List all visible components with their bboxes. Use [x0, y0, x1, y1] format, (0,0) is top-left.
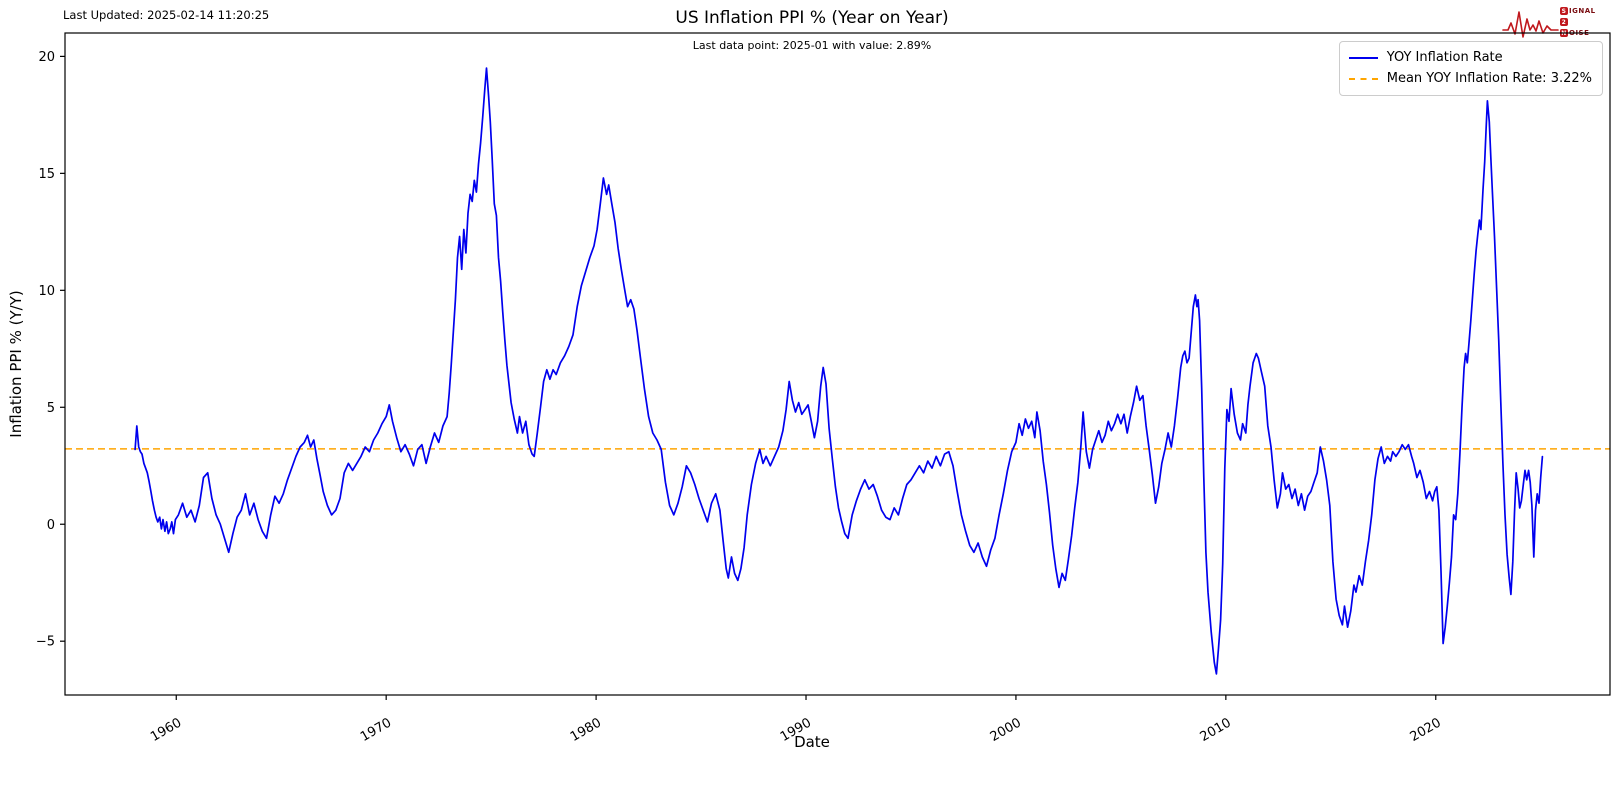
- y-axis-label: Inflation PPI % (Y/Y): [7, 290, 25, 438]
- y-tick-label: 20: [38, 50, 55, 65]
- logo-badge-2: 2: [1560, 18, 1568, 26]
- yoy-inflation-line: [134, 67, 1544, 675]
- y-tick-label: 15: [38, 167, 55, 182]
- logo-text-signal: S IGNAL: [1560, 7, 1596, 15]
- chart-title: US Inflation PPI % (Year on Year): [675, 8, 949, 28]
- y-tick-label: 0: [47, 518, 55, 533]
- chart-subtitle: Last data point: 2025-01 with value: 2.8…: [692, 39, 932, 52]
- y-tick-label: 5: [47, 401, 55, 416]
- axes-border: [64, 32, 1611, 696]
- y-tick-label: 10: [38, 284, 55, 299]
- logo-text-ignal: IGNAL: [1569, 6, 1596, 15]
- mean-line-swatch-icon: [1348, 77, 1378, 80]
- logo-badge-s: S: [1560, 7, 1568, 15]
- yoy-line-swatch-icon: [1348, 56, 1378, 59]
- last-updated-text: Last Updated: 2025-02-14 11:20:25: [63, 8, 270, 22]
- legend-label-mean: Mean YOY Inflation Rate: 3.22%: [1386, 71, 1592, 86]
- legend-entry-yoy: YOY Inflation Rate: [1348, 47, 1592, 68]
- legend-entry-mean: Mean YOY Inflation Rate: 3.22%: [1348, 68, 1592, 89]
- x-axis-label: Date: [794, 733, 830, 751]
- y-tick-label: −5: [36, 635, 55, 650]
- heartbeat-waveform-icon: [1502, 11, 1559, 38]
- logo-text-2: 2: [1560, 18, 1568, 26]
- legend: YOY Inflation Rate Mean YOY Inflation Ra…: [1338, 41, 1603, 96]
- legend-label-yoy: YOY Inflation Rate: [1386, 50, 1503, 65]
